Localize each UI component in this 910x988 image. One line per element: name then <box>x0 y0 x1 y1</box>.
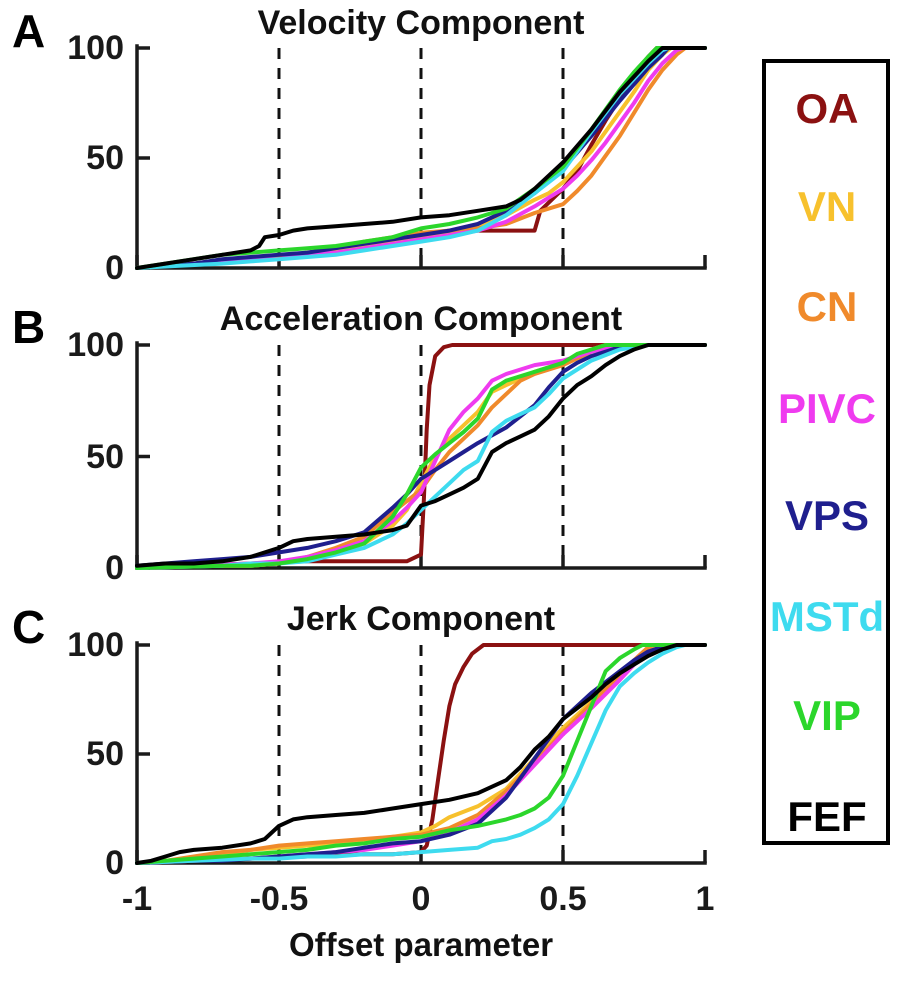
panel-c-title: Jerk Component <box>286 600 556 638</box>
legend-box: OA VN CN PIVC VPS MSTd VIP FEF <box>762 59 890 845</box>
legend-item-vip: VIP <box>793 692 861 739</box>
panel-c-plot <box>135 641 707 865</box>
cdf-curve-oa <box>135 343 707 570</box>
cdf-curve-vip <box>135 343 707 570</box>
x-tick-label: 1 <box>695 880 715 918</box>
legend-item-vn: VN <box>797 183 857 230</box>
x-tick-label: -0.5 <box>249 880 309 918</box>
legend-item-pivc: PIVC <box>777 385 877 432</box>
panel-a-title: Velocity Component <box>257 4 585 42</box>
legend-item-vps: VPS <box>784 492 870 539</box>
x-axis-label: Offset parameter <box>288 926 554 963</box>
y-tick-label: 0 <box>105 549 124 587</box>
cdf-curve-vip <box>135 643 707 865</box>
y-tick-label: 50 <box>86 139 124 177</box>
y-tick-label: 0 <box>105 249 124 287</box>
cdf-curve-vps <box>135 46 707 270</box>
x-tick-label: 0 <box>411 880 431 918</box>
cdf-curve-pivc <box>135 343 707 570</box>
x-tick-label: -1 <box>121 880 153 918</box>
y-tick-label: 0 <box>105 844 124 882</box>
legend-item-fef: FEF <box>787 793 867 840</box>
cdf-curve-mstd <box>135 343 707 570</box>
panel-b-plot <box>135 341 707 570</box>
y-tick-label: 50 <box>86 437 124 476</box>
x-tick-label: 0.5 <box>539 880 587 918</box>
y-tick-label: 100 <box>67 626 124 664</box>
panel-a-letter: A <box>12 5 46 57</box>
y-tick-label: 100 <box>67 326 124 364</box>
legend-item-cn: CN <box>796 283 858 330</box>
panel-b-title: Acceleration Component <box>219 300 623 338</box>
legend-item-oa: OA <box>795 85 859 132</box>
cdf-curve-fef <box>135 46 707 270</box>
legend-item-mstd: MSTd <box>769 593 885 640</box>
y-tick-label: 100 <box>67 29 124 67</box>
panel-c-letter: C <box>12 601 46 653</box>
cdf-curve-fef <box>135 643 707 865</box>
panel-b-letter: B <box>12 301 46 353</box>
cdf-curve-fef <box>135 343 707 568</box>
cdf-curve-mstd <box>135 643 707 865</box>
y-tick-label: 50 <box>86 735 124 773</box>
panel-a-plot <box>135 44 707 270</box>
